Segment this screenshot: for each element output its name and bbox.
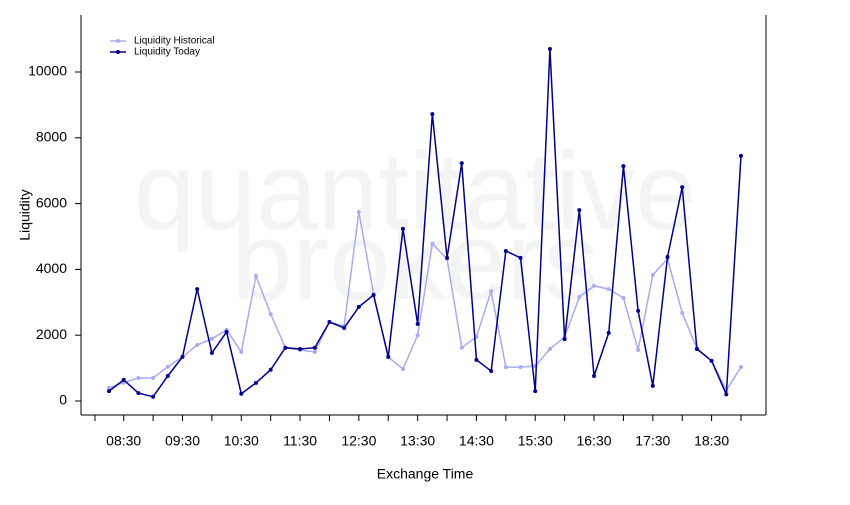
data-point [503, 365, 508, 370]
data-point [518, 365, 523, 370]
data-point [650, 383, 655, 388]
data-point [459, 345, 464, 350]
data-point [445, 255, 450, 260]
data-point [709, 358, 714, 363]
y-tick-label: 4000 [36, 260, 67, 276]
data-point [165, 364, 170, 369]
data-point [371, 293, 376, 298]
data-point [474, 357, 479, 362]
x-tick-label: 18:30 [694, 433, 729, 449]
legend-marker [116, 50, 120, 54]
series-line [108, 48, 742, 398]
x-tick-label: 16:30 [576, 433, 611, 449]
data-point [400, 367, 405, 372]
data-point [107, 389, 111, 394]
data-point [312, 349, 317, 354]
data-point [547, 347, 552, 352]
data-point [253, 380, 258, 385]
series-line [108, 211, 742, 392]
data-point [636, 347, 641, 352]
watermark: quantitative [134, 130, 697, 253]
x-axis-label: Exchange Time [377, 466, 474, 482]
data-point [459, 161, 464, 166]
y-tick-label: 6000 [36, 194, 67, 210]
data-point [724, 392, 729, 397]
data-point [636, 308, 641, 313]
data-point [533, 389, 538, 394]
data-point [694, 347, 699, 352]
data-point [400, 226, 405, 231]
data-point [739, 153, 743, 158]
y-tick-label: 0 [59, 392, 67, 408]
data-point [621, 296, 626, 301]
data-point [621, 164, 626, 169]
data-point [107, 385, 111, 390]
data-point [415, 333, 420, 338]
data-point [386, 354, 391, 359]
data-point [195, 287, 200, 292]
x-tick-label: 08:30 [106, 433, 141, 449]
y-tick-label: 8000 [36, 129, 67, 145]
data-point [547, 46, 552, 51]
data-point [430, 241, 435, 246]
data-point [298, 347, 303, 352]
y-tick-label: 2000 [36, 326, 67, 342]
data-point [503, 248, 508, 253]
data-point [283, 345, 288, 350]
data-point [136, 391, 141, 396]
data-point [165, 373, 170, 378]
data-point [680, 185, 685, 190]
data-point [680, 310, 685, 315]
data-point [415, 322, 420, 327]
data-point [577, 295, 582, 300]
data-point [489, 289, 494, 294]
data-point [592, 283, 597, 288]
data-point [121, 377, 126, 382]
data-point [592, 373, 597, 378]
data-point [268, 367, 273, 372]
x-tick-label: 15:30 [518, 433, 553, 449]
legend-label: Liquidity Today [134, 47, 200, 58]
data-point [342, 325, 347, 330]
data-point [268, 312, 273, 317]
data-point [209, 336, 214, 341]
data-point [356, 304, 361, 309]
data-point [151, 394, 156, 399]
x-tick-label: 13:30 [400, 433, 435, 449]
data-point [239, 391, 244, 396]
x-tick-label: 11:30 [283, 433, 317, 449]
data-point [665, 254, 670, 259]
data-point [518, 255, 523, 260]
x-tick-label: 12:30 [341, 433, 376, 449]
data-point [151, 375, 156, 380]
data-point [253, 273, 258, 278]
y-axis-label: Liquidity [17, 189, 33, 240]
data-point [562, 337, 567, 342]
data-point [606, 287, 611, 292]
data-point [606, 330, 611, 335]
data-point [356, 209, 361, 214]
data-point [136, 375, 141, 380]
data-point [489, 369, 494, 374]
data-point [650, 272, 655, 277]
legend-marker [116, 39, 120, 43]
data-point [327, 320, 332, 325]
data-point [239, 349, 244, 354]
data-point [312, 345, 317, 350]
y-tick-label: 10000 [28, 63, 67, 79]
x-tick-label: 09:30 [165, 433, 200, 449]
x-tick-label: 14:30 [459, 433, 494, 449]
data-point [224, 329, 229, 334]
legend-label: Liquidity Historical [134, 36, 215, 47]
data-point [195, 343, 200, 348]
data-point [180, 354, 185, 359]
data-point [739, 365, 743, 370]
data-point [209, 350, 214, 355]
data-point [430, 112, 435, 117]
x-tick-label: 17:30 [635, 433, 670, 449]
data-point [577, 208, 582, 213]
x-tick-label: 10:30 [224, 433, 259, 449]
